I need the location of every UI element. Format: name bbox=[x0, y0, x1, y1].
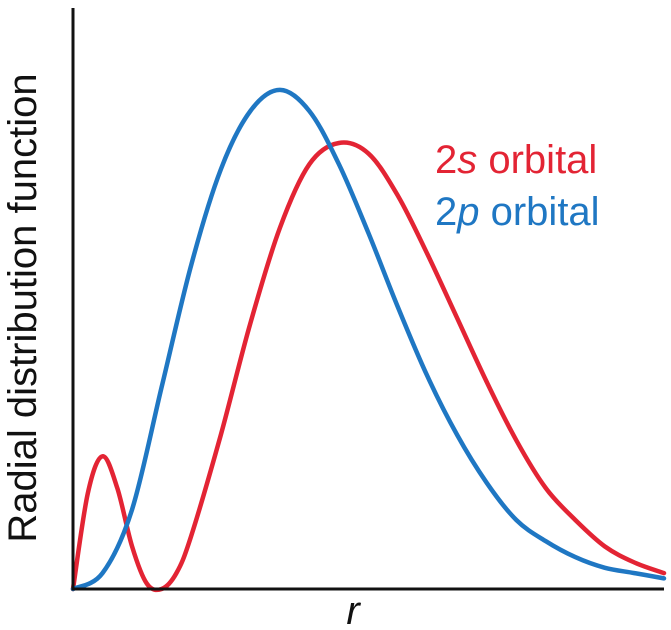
curves-layer bbox=[70, 87, 667, 593]
legend-2s-suffix: orbital bbox=[477, 138, 597, 182]
y-axis-label: Radial distribution function bbox=[1, 73, 45, 542]
series-line-2s bbox=[70, 140, 667, 593]
axes bbox=[71, 8, 664, 591]
x-axis-label: r bbox=[346, 589, 361, 630]
legend-2p-italic: p bbox=[456, 190, 479, 234]
legend-2p-prefix: 2 bbox=[435, 190, 457, 234]
legend-2s-italic: s bbox=[457, 138, 477, 182]
legend-entry-2p: 2p orbital bbox=[435, 190, 600, 234]
legend-2s-prefix: 2 bbox=[435, 138, 457, 182]
series-line-2p bbox=[70, 87, 667, 592]
legend-2p-suffix: orbital bbox=[480, 190, 600, 234]
legend-entry-2s: 2s orbital bbox=[435, 138, 597, 182]
